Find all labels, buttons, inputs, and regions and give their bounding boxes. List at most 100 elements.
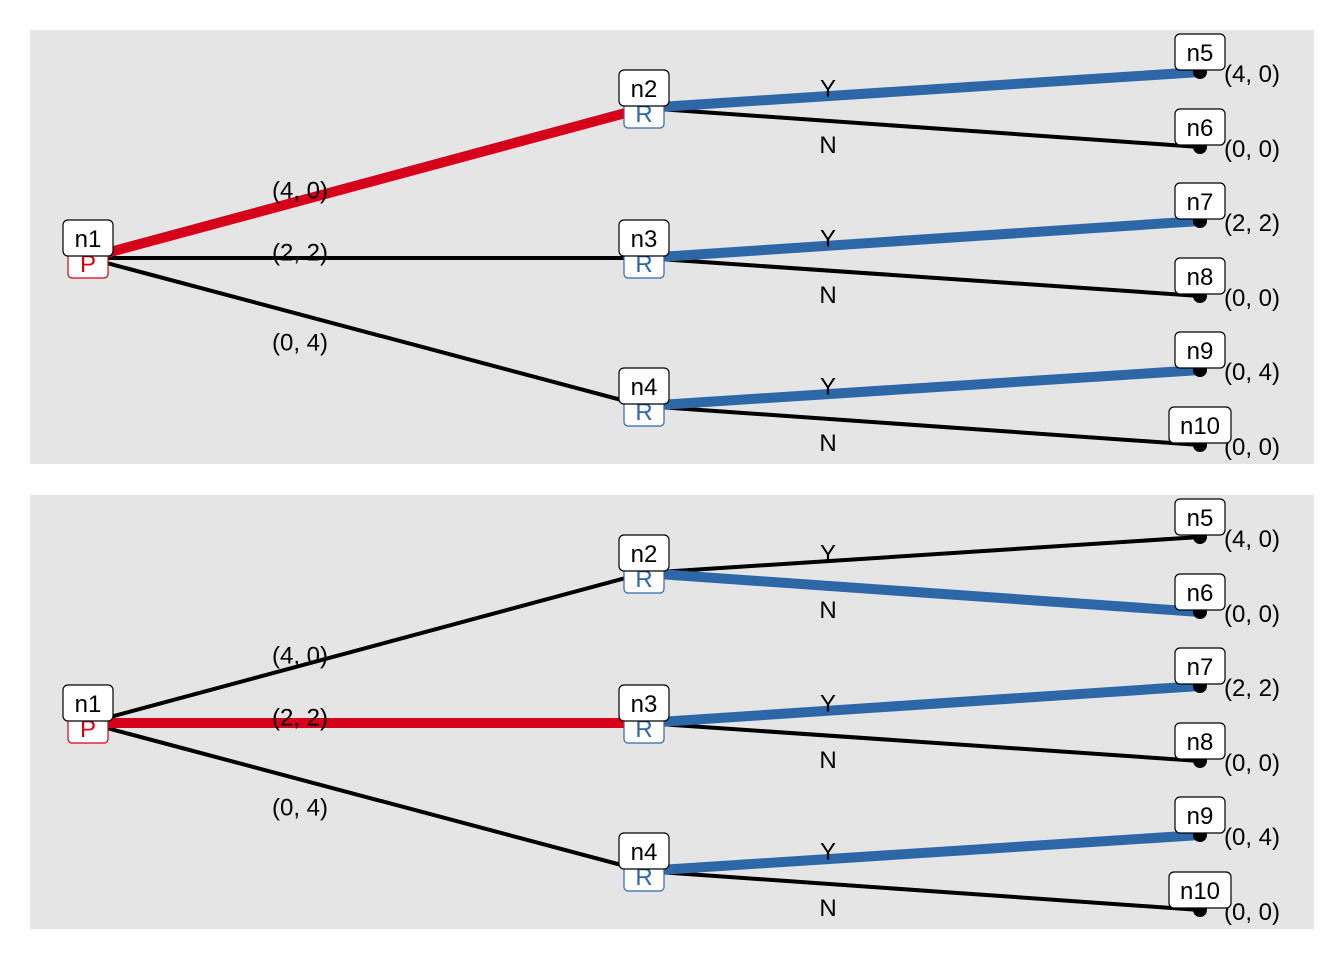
payoff-label: (0, 4) [1224, 824, 1280, 851]
node-id-label: n5 [1187, 505, 1214, 532]
panel-background [30, 30, 1314, 464]
payoff-label: (0, 0) [1224, 136, 1280, 163]
edge-label: Y [820, 690, 836, 717]
node-n1: n1 [62, 684, 114, 722]
edge-label: Y [820, 225, 836, 252]
edge-label: N [819, 132, 836, 159]
payoff-label: (2, 2) [1224, 210, 1280, 237]
node-n6: n6 [1174, 108, 1226, 146]
payoff-label: (4, 0) [1224, 526, 1280, 553]
edge-label: Y [820, 839, 836, 866]
edge-label: Y [820, 76, 836, 103]
payoff-label: (0, 0) [1224, 899, 1280, 926]
node-id-label: n4 [631, 374, 658, 401]
player-marker-n2: R [623, 99, 665, 129]
edge-n1-n2 [86, 103, 646, 263]
payoff-label: (2, 2) [1224, 675, 1280, 702]
edge-label: (0, 4) [272, 329, 328, 356]
node-n9: n9 [1174, 796, 1226, 834]
payoff-label: (0, 0) [1224, 285, 1280, 312]
node-id-label: n10 [1180, 878, 1220, 905]
node-n3: n3 [618, 684, 670, 722]
edge-label: (2, 2) [272, 704, 328, 731]
payoff-label: (0, 0) [1224, 601, 1280, 628]
edge-label: N [819, 597, 836, 624]
player-marker-n4: R [623, 862, 665, 892]
edge-n2-n6 [643, 568, 1201, 617]
edge-label: Y [820, 541, 836, 568]
edge-n3-n8 [643, 721, 1201, 763]
node-n5: n5 [1174, 33, 1226, 71]
node-n10: n10 [1168, 406, 1232, 444]
payoff-label: (0, 4) [1224, 359, 1280, 386]
node-n2: n2 [618, 534, 670, 572]
player-label: R [635, 566, 652, 593]
node-n8: n8 [1174, 257, 1226, 295]
edge-n3-n7 [643, 216, 1201, 263]
edge-n4-n10 [643, 869, 1201, 912]
edge-label: (2, 2) [272, 239, 328, 266]
payoff-label: (0, 0) [1224, 434, 1280, 461]
node-n6: n6 [1174, 573, 1226, 611]
player-label: P [80, 251, 96, 278]
edge-n1-n2 [87, 571, 645, 725]
edge-label: (0, 4) [272, 794, 328, 821]
edge-n2-n6 [643, 106, 1201, 149]
node-id-label: n6 [1187, 580, 1214, 607]
player-label: R [635, 101, 652, 128]
node-id-label: n2 [631, 76, 658, 103]
node-id-label: n9 [1187, 338, 1214, 365]
edge-label: N [819, 282, 836, 309]
edge-label: N [819, 895, 836, 922]
node-n8: n8 [1174, 722, 1226, 760]
edge-label: N [819, 430, 836, 457]
node-n9: n9 [1174, 331, 1226, 369]
edge-n3-n7 [643, 681, 1201, 728]
edge-label: N [819, 747, 836, 774]
node-n2: n2 [618, 69, 670, 107]
node-id-label: n9 [1187, 803, 1214, 830]
edge-label: (4, 0) [272, 177, 328, 204]
node-n1: n1 [62, 219, 114, 257]
node-id-label: n8 [1187, 729, 1214, 756]
edge-n4-n9 [643, 830, 1201, 876]
panel-background [30, 495, 1314, 929]
player-marker-n3: R [623, 249, 665, 279]
player-label: R [635, 864, 652, 891]
node-id-label: n1 [75, 226, 102, 253]
edge-label: (4, 0) [272, 642, 328, 669]
edge-n1-n4 [87, 256, 645, 408]
node-id-label: n8 [1187, 264, 1214, 291]
node-id-label: n7 [1187, 189, 1214, 216]
node-id-label: n5 [1187, 40, 1214, 67]
player-label: P [80, 716, 96, 743]
player-label: R [635, 399, 652, 426]
payoff-label: (4, 0) [1224, 61, 1280, 88]
node-n4: n4 [618, 367, 670, 405]
node-id-label: n6 [1187, 115, 1214, 142]
game-tree-panel-top: (4, 0)(2, 2)(0, 4)YNYNYNPn1Rn2Rn3Rn4(4, … [30, 30, 1314, 464]
node-id-label: n1 [75, 691, 102, 718]
node-n10: n10 [1168, 871, 1232, 909]
node-n5: n5 [1174, 498, 1226, 536]
player-label: R [635, 251, 652, 278]
payoff-label: (0, 0) [1224, 750, 1280, 777]
edge-n2-n5 [643, 67, 1201, 113]
edge-n1-n4 [87, 721, 645, 873]
node-id-label: n2 [631, 541, 658, 568]
node-id-label: n10 [1180, 413, 1220, 440]
node-id-label: n3 [631, 226, 658, 253]
node-n7: n7 [1174, 182, 1226, 220]
game-tree-panel-bottom: (4, 0)(2, 2)(0, 4)YNYNYNPn1Rn2Rn3Rn4(4, … [30, 495, 1314, 929]
edge-n4-n9 [643, 365, 1201, 411]
player-marker-n4: R [623, 397, 665, 427]
node-id-label: n3 [631, 691, 658, 718]
edge-n4-n10 [643, 404, 1201, 447]
node-n3: n3 [618, 219, 670, 257]
node-id-label: n4 [631, 839, 658, 866]
node-id-label: n7 [1187, 654, 1214, 681]
edge-n2-n5 [643, 535, 1201, 575]
edge-label: Y [820, 374, 836, 401]
player-marker-n1: P [67, 714, 109, 744]
player-marker-n3: R [623, 714, 665, 744]
